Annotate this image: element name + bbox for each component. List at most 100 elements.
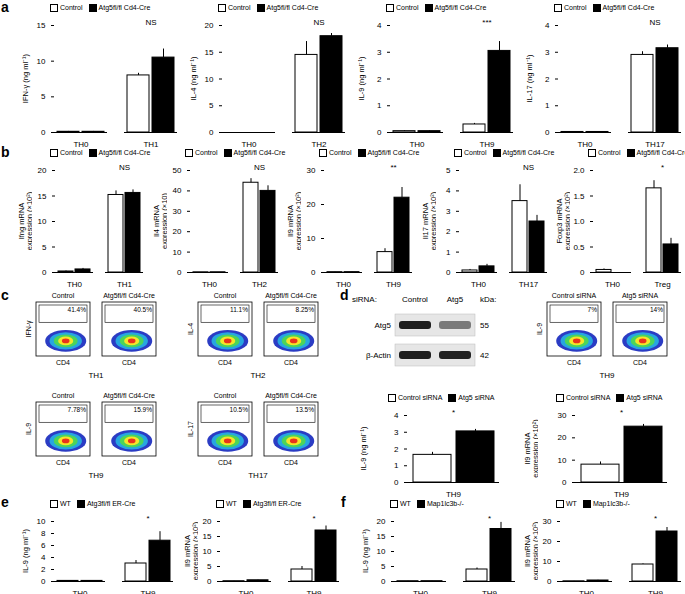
svg-text:Control: Control (214, 392, 237, 399)
svg-text:TH0: TH0 (413, 589, 429, 594)
svg-text:Treg: Treg (654, 280, 670, 289)
svg-text:50: 50 (173, 166, 182, 175)
svg-text:IL-9: IL-9 (536, 323, 543, 335)
svg-text:3: 3 (377, 48, 382, 57)
svg-text:2.0: 2.0 (573, 166, 585, 175)
svg-text:20: 20 (558, 433, 567, 442)
svg-text:siRNA:: siRNA: (352, 295, 377, 304)
svg-text:0: 0 (381, 577, 386, 586)
svg-text:CD4: CD4 (122, 459, 136, 466)
svg-text:CD4: CD4 (218, 459, 232, 466)
svg-text:15.9%: 15.9% (134, 406, 153, 413)
svg-text:CD4: CD4 (56, 359, 70, 366)
svg-text:Control: Control (214, 292, 237, 299)
svg-text:11.1%: 11.1% (230, 306, 248, 313)
svg-text:0: 0 (547, 577, 552, 586)
svg-text:NS: NS (254, 163, 265, 172)
svg-text:TH0: TH0 (202, 280, 218, 289)
svg-text:kDa:: kDa: (480, 295, 496, 304)
svg-text:Control: Control (402, 295, 428, 304)
svg-text:4: 4 (377, 21, 382, 30)
svg-text:6: 6 (41, 541, 46, 550)
svg-text:20: 20 (173, 227, 182, 236)
svg-text:NS: NS (119, 163, 130, 172)
svg-text:5: 5 (446, 166, 451, 175)
svg-text:TH17: TH17 (645, 140, 665, 149)
svg-text:TH0: TH0 (72, 589, 88, 594)
svg-text:*: * (146, 514, 149, 523)
svg-text:40.5%: 40.5% (134, 306, 153, 313)
svg-text:Atg5fl/fl Cd4-Cre: Atg5fl/fl Cd4-Cre (265, 392, 317, 400)
svg-text:7%: 7% (588, 306, 598, 313)
svg-text:IL-17 (ng ml⁻¹): IL-17 (ng ml⁻¹) (525, 54, 534, 103)
svg-text:4: 4 (545, 21, 550, 30)
svg-text:15: 15 (38, 192, 47, 201)
svg-text:IL-9: IL-9 (25, 423, 32, 435)
svg-text:β-Actin: β-Actin (366, 351, 391, 360)
svg-text:5: 5 (209, 101, 214, 110)
svg-text:Atg5: Atg5 (447, 295, 464, 304)
svg-text:10: 10 (205, 75, 214, 84)
svg-text:40: 40 (173, 186, 182, 195)
svg-text:8: 8 (41, 529, 46, 538)
svg-text:TH0: TH0 (67, 280, 83, 289)
svg-text:TH0: TH0 (336, 280, 352, 289)
svg-text:TH0: TH0 (579, 589, 595, 594)
svg-text:TH9: TH9 (614, 490, 630, 499)
svg-text:TH9: TH9 (482, 589, 498, 594)
svg-text:10: 10 (173, 248, 182, 257)
svg-text:0.5: 0.5 (573, 243, 585, 252)
svg-text:5: 5 (42, 243, 47, 252)
svg-text:Atg5fl/fl Cd4-Cre: Atg5fl/fl Cd4-Cre (265, 292, 317, 300)
svg-text:Il9 mRNAexpression (×10²): Il9 mRNAexpression (×10²) (522, 419, 538, 478)
svg-text:Control siRNA: Control siRNA (552, 292, 597, 299)
svg-text:0: 0 (377, 128, 382, 137)
svg-text:55: 55 (480, 321, 489, 330)
svg-text:5: 5 (381, 562, 386, 571)
svg-text:TH0: TH0 (241, 140, 257, 149)
svg-text:Control: Control (52, 392, 75, 399)
svg-text:15: 15 (205, 48, 214, 57)
svg-text:0: 0 (545, 128, 550, 137)
svg-text:2: 2 (545, 75, 550, 84)
svg-text:Il9 mRNAexpression (×10²): Il9 mRNAexpression (×10²) (522, 521, 538, 580)
svg-text:CD4: CD4 (56, 459, 70, 466)
svg-text:10: 10 (307, 234, 316, 243)
svg-text:30: 30 (307, 166, 316, 175)
svg-text:CD4: CD4 (633, 359, 647, 366)
svg-text:*: * (654, 514, 657, 523)
svg-text:IL-9 (ng ml⁻¹): IL-9 (ng ml⁻¹) (21, 529, 30, 573)
svg-text:41.4%: 41.4% (68, 306, 87, 313)
svg-text:TH9: TH9 (479, 140, 495, 149)
svg-text:20: 20 (377, 517, 386, 526)
svg-text:***: *** (482, 18, 491, 27)
svg-text:IL-17: IL-17 (187, 421, 194, 437)
svg-text:TH0: TH0 (577, 140, 593, 149)
svg-text:4: 4 (41, 553, 46, 562)
svg-text:*: * (312, 514, 315, 523)
svg-text:42: 42 (480, 351, 489, 360)
svg-text:20: 20 (203, 517, 212, 526)
svg-text:0: 0 (446, 268, 451, 277)
svg-text:TH9: TH9 (306, 589, 322, 594)
svg-text:1: 1 (394, 461, 399, 470)
svg-text:IL-4: IL-4 (187, 323, 194, 335)
svg-text:30: 30 (173, 207, 182, 216)
svg-text:IFN-γ (ng ml⁻¹): IFN-γ (ng ml⁻¹) (21, 53, 30, 103)
svg-text:TH9: TH9 (648, 589, 664, 594)
svg-text:TH1: TH1 (88, 371, 104, 380)
svg-text:*: * (620, 408, 623, 417)
svg-text:1.5: 1.5 (573, 192, 585, 201)
svg-text:TH17: TH17 (519, 280, 539, 289)
svg-text:Il9 mRNAexpression (×10²): Il9 mRNAexpression (×10²) (182, 521, 198, 580)
svg-text:TH9: TH9 (446, 490, 462, 499)
svg-text:TH0: TH0 (471, 280, 487, 289)
svg-text:0: 0 (41, 577, 46, 586)
svg-text:NS: NS (523, 163, 534, 172)
svg-text:10: 10 (543, 557, 552, 566)
svg-text:7.78%: 7.78% (68, 406, 87, 413)
svg-text:**: ** (390, 163, 396, 172)
svg-text:Atg5fl/fl Cd4-Cre: Atg5fl/fl Cd4-Cre (103, 392, 155, 400)
svg-text:IL-9 (ng ml⁻¹): IL-9 (ng ml⁻¹) (359, 426, 368, 470)
svg-text:TH2: TH2 (252, 280, 268, 289)
